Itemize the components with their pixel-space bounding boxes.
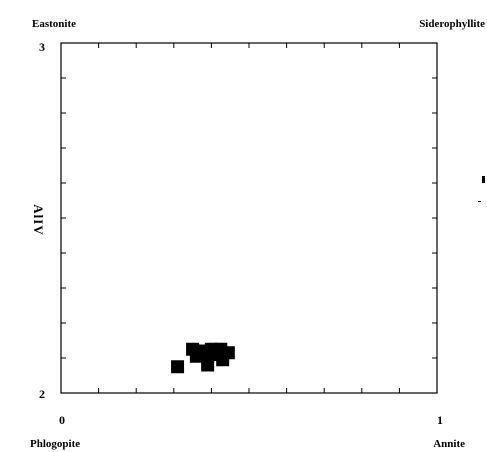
x-tick-label-right: 1 bbox=[437, 413, 443, 427]
corner-label-bottom-left: Phlogopite bbox=[30, 438, 80, 450]
corner-label-top-right: Siderophyllite bbox=[419, 18, 485, 30]
plot-frame bbox=[60, 42, 438, 394]
data-point bbox=[171, 360, 185, 374]
data-point bbox=[221, 346, 235, 360]
x-tick-label-left: 0 bbox=[59, 413, 65, 427]
y-tick-label-top: 3 bbox=[39, 40, 45, 54]
y-tick-label-bottom: 2 bbox=[39, 387, 45, 401]
data-point bbox=[201, 358, 215, 372]
corner-label-bottom-right: Annite bbox=[433, 438, 465, 450]
y-axis-title: AlIV bbox=[31, 204, 46, 235]
stray-mark bbox=[482, 176, 485, 183]
data-points bbox=[171, 342, 235, 374]
stray-mark-small bbox=[478, 201, 481, 202]
corner-label-top-left: Eastonite bbox=[32, 18, 76, 30]
axis-ticks bbox=[61, 43, 437, 393]
